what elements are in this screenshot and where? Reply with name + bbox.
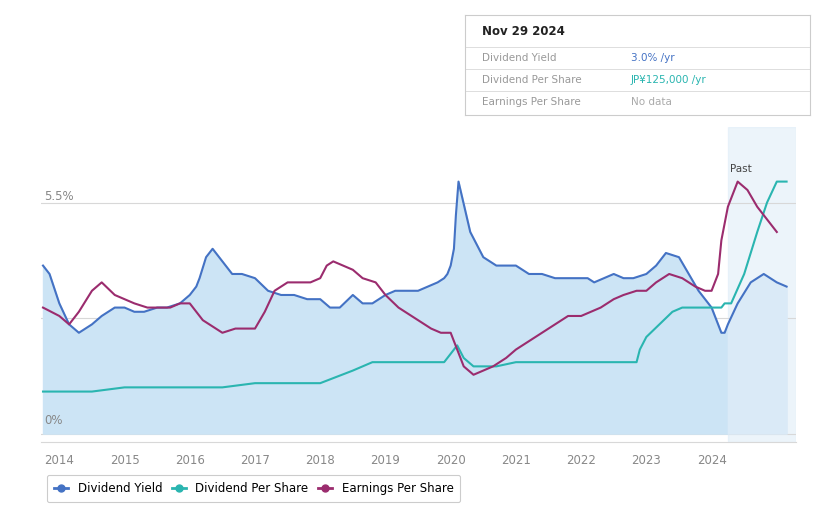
Text: 5.5%: 5.5% xyxy=(44,189,74,203)
Text: Nov 29 2024: Nov 29 2024 xyxy=(482,24,565,38)
Legend: Dividend Yield, Dividend Per Share, Earnings Per Share: Dividend Yield, Dividend Per Share, Earn… xyxy=(47,475,461,502)
Text: No data: No data xyxy=(631,97,672,107)
Bar xyxy=(728,127,796,442)
Text: Earnings Per Share: Earnings Per Share xyxy=(482,97,581,107)
Text: Dividend Per Share: Dividend Per Share xyxy=(482,75,582,85)
Text: 0%: 0% xyxy=(44,414,63,427)
Text: JP¥125,000 /yr: JP¥125,000 /yr xyxy=(631,75,706,85)
Text: Past: Past xyxy=(730,164,751,174)
Text: Dividend Yield: Dividend Yield xyxy=(482,53,557,63)
Text: 3.0% /yr: 3.0% /yr xyxy=(631,53,674,63)
